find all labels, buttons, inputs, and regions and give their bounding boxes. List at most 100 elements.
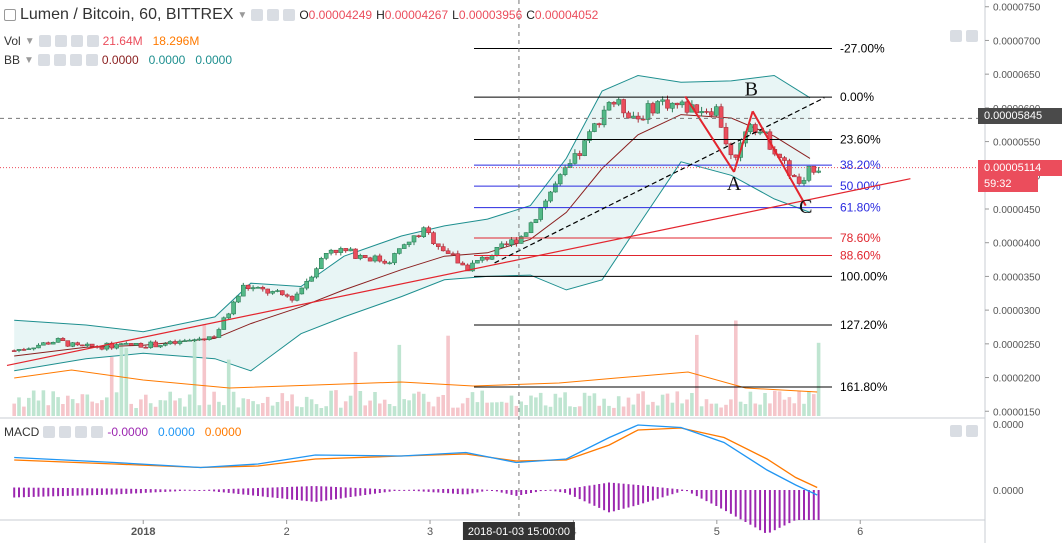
- candle-body: [709, 111, 714, 116]
- macd-histogram-bar: [169, 489, 172, 492]
- candle-body: [333, 249, 339, 253]
- close-icon[interactable]: [91, 426, 104, 438]
- maximize-icon[interactable]: [950, 30, 962, 42]
- volume-bar: [568, 406, 572, 416]
- eye-icon[interactable]: [37, 54, 50, 66]
- gear-icon[interactable]: [53, 54, 66, 66]
- candle-body: [382, 260, 388, 264]
- macd-histogram-bar: [393, 489, 396, 491]
- gear-icon[interactable]: [267, 9, 280, 21]
- volume-bar: [636, 393, 640, 416]
- volume-bar: [334, 390, 338, 416]
- macd-histogram-bar: [52, 487, 55, 497]
- close-icon[interactable]: [86, 35, 99, 47]
- volume-bar: [241, 398, 246, 416]
- volume-bar: [777, 391, 782, 416]
- macd-histogram-bar: [135, 488, 138, 494]
- candle-body: [396, 248, 402, 254]
- volume-bar: [417, 391, 421, 416]
- macd-histogram-bar: [315, 486, 318, 502]
- candle-body: [796, 176, 802, 184]
- volume-bar: [524, 405, 528, 416]
- eye-icon[interactable]: [38, 35, 51, 47]
- volume-bar: [202, 324, 207, 416]
- bb-basis-value: 0.0000: [101, 53, 139, 67]
- volume-bar: [475, 402, 480, 416]
- macd-histogram-bar: [96, 488, 99, 495]
- macd-histogram-bar: [481, 489, 484, 492]
- collapse-icon[interactable]: [4, 9, 16, 21]
- macd-histogram-bar: [61, 488, 64, 497]
- macd-histogram-bar: [583, 486, 586, 502]
- candle-body: [323, 253, 329, 259]
- fib-level-label: -27.00%: [840, 42, 885, 56]
- maximize-icon[interactable]: [950, 425, 962, 437]
- volume-bar: [222, 405, 226, 416]
- bb-lower-value: 0.0000: [195, 53, 233, 67]
- eye-icon[interactable]: [251, 9, 264, 21]
- volume-bar: [709, 403, 714, 416]
- candle-body: [557, 174, 563, 185]
- macd-histogram-bar: [622, 483, 625, 509]
- price-tick-label: 0.0000750: [993, 3, 1041, 14]
- close-icon[interactable]: [283, 9, 296, 21]
- macd-histogram-bar: [612, 482, 615, 512]
- close-pane-icon[interactable]: [966, 425, 978, 437]
- candle-body: [133, 342, 139, 346]
- volume-bar: [358, 391, 363, 416]
- volume-bar: [256, 404, 260, 416]
- macd-histogram-bar: [427, 489, 430, 492]
- volume-bar: [738, 401, 743, 416]
- macd-histogram-bar: [695, 490, 698, 497]
- macd-histogram-bar: [178, 489, 181, 491]
- candle-body: [172, 341, 178, 344]
- macd-histogram-bar: [105, 488, 108, 495]
- chevron-down-icon[interactable]: ▼: [237, 9, 248, 21]
- volume-bar: [231, 391, 236, 416]
- add-icon[interactable]: [69, 54, 82, 66]
- gear-icon[interactable]: [59, 426, 72, 438]
- volume-bar: [343, 401, 348, 416]
- candle-body: [221, 317, 227, 330]
- volume-bar: [95, 403, 99, 416]
- eye-icon[interactable]: [43, 426, 56, 438]
- macd-histogram-bar: [486, 489, 489, 491]
- pattern-label-a: A: [727, 173, 742, 195]
- candle-body: [811, 165, 817, 173]
- volume-bar: [504, 402, 509, 416]
- candle-body: [455, 253, 461, 264]
- volume-legend-name: Vol: [4, 34, 21, 48]
- candle-body: [318, 257, 324, 269]
- macd-histogram-bar: [403, 489, 406, 491]
- candle-body: [99, 346, 105, 350]
- price-tick-label: 0.0000550: [993, 138, 1041, 149]
- candle-body: [279, 290, 285, 296]
- chevron-down-icon[interactable]: ▼: [24, 54, 34, 66]
- candle-body: [460, 262, 466, 266]
- macd-histogram-bar: [817, 490, 820, 520]
- gear-icon[interactable]: [54, 35, 67, 47]
- chevron-down-icon[interactable]: ▼: [24, 35, 35, 47]
- candle-body: [216, 329, 222, 338]
- candle-body: [670, 102, 675, 109]
- close-icon[interactable]: [85, 54, 98, 66]
- close-pane-icon[interactable]: [966, 30, 978, 42]
- add-icon[interactable]: [75, 426, 88, 438]
- volume-bar: [621, 406, 626, 416]
- volume-bar: [275, 402, 280, 416]
- add-icon[interactable]: [70, 35, 83, 47]
- candle-body: [401, 244, 407, 249]
- volume-bar: [582, 392, 587, 416]
- volume-bar: [251, 401, 255, 416]
- volume-bar: [553, 393, 558, 416]
- candle-body: [158, 345, 163, 348]
- macd-histogram-bar: [271, 487, 274, 498]
- fib-level-label: 78.60%: [840, 231, 881, 245]
- volume-bar: [431, 406, 436, 416]
- candle-body: [406, 241, 412, 245]
- candle-body: [104, 342, 110, 350]
- macd-histogram-bar: [710, 490, 713, 504]
- bollinger-fill: [14, 75, 810, 371]
- macd-histogram-bar: [549, 489, 552, 491]
